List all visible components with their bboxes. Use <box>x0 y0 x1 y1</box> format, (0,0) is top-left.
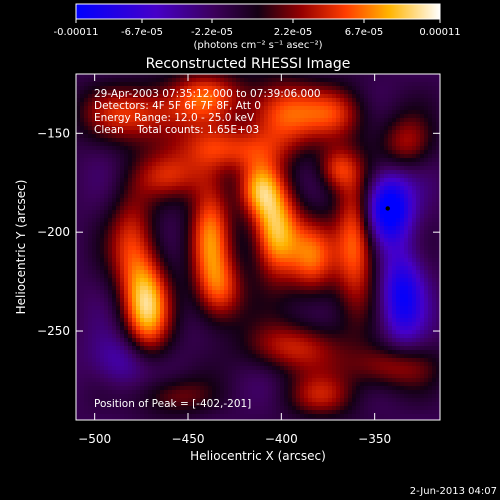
annotation-energy-range: Energy Range: 12.0 - 25.0 keV <box>94 112 255 124</box>
chart-title: Reconstructed RHESSI Image <box>146 56 351 72</box>
y-tick-label: −150 <box>37 126 70 140</box>
annotation-detectors: Detectors: 4F 5F 6F 7F 8F, Att 0 <box>94 100 261 112</box>
colorbar: -0.00011 -6.7e-05 -2.2e-05 2.2e-05 6.7e-05 0.… <box>54 3 461 51</box>
x-tick-label: −450 <box>172 432 205 446</box>
annotation-time-range: 29-Apr-2003 07:35:12.000 to 07:39:06.000 <box>94 88 321 100</box>
colorbar-ticks: -0.00011 -6.7e-05 -2.2e-05 2.2e-05 6.7e-05 0.… <box>54 19 461 38</box>
colorbar-tick-label: 0.00011 <box>419 27 460 38</box>
y-tick-label: −200 <box>37 225 70 239</box>
axis-ticks: −500 −450 −400 −350 −150 −200 −250 <box>37 74 440 446</box>
annotation-block: 29-Apr-2003 07:35:12.000 to 07:39:06.000… <box>94 88 321 410</box>
annotation-clean-counts: Clean Total counts: 1.65E+03 <box>94 124 259 136</box>
colorbar-tick-label: -2.2e-05 <box>191 27 233 38</box>
x-tick-label: −500 <box>78 432 111 446</box>
colorbar-tick-label: -6.7e-05 <box>121 27 163 38</box>
y-axis-label: Heliocentric Y (arcsec) <box>14 180 28 315</box>
minimum-marker <box>385 206 390 211</box>
timestamp: 2-Jun-2013 04:07 <box>410 486 497 497</box>
colorbar-tick-label: 2.2e-05 <box>274 27 312 38</box>
colorbar-gradient <box>76 4 440 19</box>
x-axis-label: Heliocentric X (arcsec) <box>190 449 326 463</box>
x-tick-label: −350 <box>358 432 391 446</box>
colorbar-frame <box>75 3 441 20</box>
colorbar-tick-label: 6.7e-05 <box>345 27 383 38</box>
y-tick-label: −250 <box>37 324 70 338</box>
peak-position-label: Position of Peak = [-402,-201] <box>94 398 251 410</box>
colorbar-tick-label: -0.00011 <box>54 27 99 38</box>
plot-frame <box>75 73 441 421</box>
heatmap-image <box>75 73 441 421</box>
colorbar-unit-label: (photons cm⁻² s⁻¹ asec⁻²) <box>193 40 322 51</box>
x-tick-label: −400 <box>265 432 298 446</box>
